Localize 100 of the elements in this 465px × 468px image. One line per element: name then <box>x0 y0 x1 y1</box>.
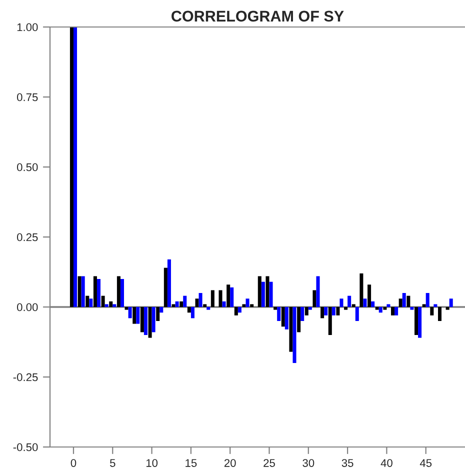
bar <box>402 293 406 307</box>
bar <box>226 284 230 307</box>
bar <box>340 298 344 307</box>
bar <box>277 307 281 321</box>
bar <box>195 298 199 307</box>
x-tick-label: 20 <box>224 459 236 467</box>
bar <box>156 307 160 321</box>
bar <box>410 307 414 310</box>
bar <box>70 27 74 307</box>
x-tick-label: 25 <box>264 459 275 467</box>
bar <box>242 304 246 307</box>
bar <box>116 276 120 307</box>
bar <box>258 276 262 307</box>
bar <box>430 307 434 316</box>
bar <box>230 287 234 307</box>
bar <box>284 307 288 330</box>
bar <box>198 293 202 307</box>
bar <box>324 307 328 316</box>
bar <box>292 307 296 363</box>
x-tick-label: 0 <box>70 459 76 467</box>
x-tick-label: 40 <box>380 459 392 467</box>
bar <box>394 307 398 316</box>
bar <box>418 307 422 338</box>
bar <box>190 307 194 318</box>
bar <box>352 304 356 307</box>
bar <box>281 307 285 327</box>
bar <box>234 307 238 316</box>
bar <box>406 296 410 307</box>
bar <box>81 276 85 307</box>
bar <box>175 301 179 307</box>
bar <box>332 307 336 316</box>
bar <box>104 304 108 307</box>
bar <box>289 307 293 352</box>
bar <box>167 259 171 307</box>
x-tick-label: 45 <box>420 459 432 467</box>
x-tick-label: 35 <box>342 459 354 467</box>
bar <box>160 307 164 313</box>
bar <box>128 307 132 318</box>
bar <box>426 293 430 307</box>
bar <box>203 304 207 307</box>
bar <box>132 307 136 324</box>
bar <box>308 307 312 310</box>
bar <box>109 301 113 307</box>
bar <box>360 273 364 307</box>
bar <box>124 307 128 310</box>
bar <box>449 298 453 307</box>
bar <box>304 307 308 316</box>
bar <box>218 290 222 307</box>
bar <box>140 307 144 332</box>
bar <box>89 298 93 307</box>
bar <box>86 296 90 307</box>
bar <box>164 268 168 307</box>
y-tick-label: 0.25 <box>17 233 38 242</box>
bar <box>222 301 226 307</box>
bar <box>183 296 187 307</box>
bar <box>422 304 426 307</box>
bar <box>300 307 304 321</box>
bar <box>297 307 301 332</box>
bar <box>136 307 140 324</box>
bar <box>210 290 214 307</box>
bar <box>344 307 348 310</box>
bar <box>312 290 316 307</box>
bar <box>368 284 372 307</box>
bar <box>391 307 395 316</box>
bar <box>78 276 82 307</box>
bar <box>187 307 191 313</box>
bar <box>250 304 254 307</box>
chart-title: CORRELOGRAM OF SY <box>172 10 344 22</box>
x-tick-label: 10 <box>146 459 158 467</box>
bar <box>206 307 210 310</box>
y-tick-label: -0.25 <box>13 373 38 382</box>
bar <box>355 307 359 321</box>
bar <box>348 296 352 307</box>
bar <box>363 298 367 307</box>
y-tick-label: 0.00 <box>17 303 38 312</box>
bar <box>320 307 324 318</box>
bar <box>336 307 340 316</box>
bar <box>144 307 148 335</box>
bar <box>328 307 332 335</box>
bar <box>246 298 250 307</box>
bar <box>386 304 390 307</box>
bar <box>383 307 387 310</box>
y-tick-label: 1.00 <box>17 23 38 32</box>
bar <box>238 307 242 313</box>
bar <box>371 301 375 307</box>
bar <box>148 307 152 338</box>
bar <box>152 307 156 332</box>
bar <box>73 27 78 307</box>
bar <box>274 307 278 310</box>
bar <box>180 301 184 307</box>
x-tick-label: 15 <box>186 459 197 467</box>
y-tick-label: -0.50 <box>13 443 38 452</box>
bar <box>434 304 438 307</box>
bar <box>93 276 97 307</box>
bar <box>269 282 273 307</box>
bar <box>398 298 402 307</box>
bar <box>375 307 379 310</box>
bar <box>101 296 105 307</box>
bar <box>172 304 176 307</box>
bar <box>378 307 382 313</box>
